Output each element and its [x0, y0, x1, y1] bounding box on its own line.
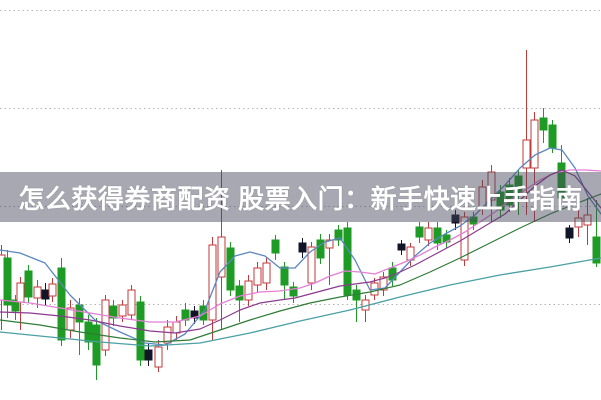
candle-body-dark	[451, 214, 460, 224]
candle-body-down	[109, 305, 118, 319]
candle-body-down	[433, 227, 442, 244]
candle-body-down	[505, 184, 514, 206]
candle-body-down	[57, 267, 66, 341]
candle-body-up	[118, 304, 127, 317]
candle-body-down	[592, 236, 601, 264]
candle-body-up	[16, 282, 25, 303]
candle-body-down	[415, 226, 424, 238]
candle-body-down	[334, 229, 343, 241]
candle-body-up	[154, 346, 163, 368]
candle-body-up	[127, 289, 136, 316]
candle-body-down	[3, 257, 12, 306]
candle-body-down	[548, 124, 557, 149]
candle-body-up	[172, 321, 181, 334]
candle-body-down	[235, 285, 244, 301]
candle-body-down	[289, 286, 298, 297]
candle-body-down	[226, 247, 235, 291]
candle-body-up	[522, 139, 531, 169]
ma-pink	[0, 169, 601, 323]
candle-body-dark	[565, 227, 574, 239]
candle-body-down	[92, 324, 101, 366]
candle-body-up	[424, 227, 433, 241]
ma-teal	[0, 257, 601, 347]
candle-body-dark	[298, 242, 307, 253]
candle-body-down	[84, 321, 93, 343]
candle-body-dark	[144, 349, 153, 361]
candle-body-up	[66, 307, 75, 331]
candle-body-down	[136, 301, 145, 361]
banner-title: 怎么获得券商配资 股票入门：新手快速上手指南	[18, 183, 583, 214]
candle-body-up	[530, 119, 539, 169]
candle-body-down	[557, 162, 566, 199]
candle-body-down	[469, 216, 478, 225]
candle-body-down	[11, 299, 20, 312]
ma-purple	[0, 169, 601, 334]
candle-body-dark	[397, 243, 406, 251]
ma-short-lightblue	[0, 147, 601, 346]
candle-body-dark	[190, 310, 199, 319]
candle-body-up	[217, 236, 226, 278]
candle-body-up	[262, 262, 271, 284]
candle-body-down	[199, 305, 208, 321]
candle-body-down	[343, 227, 352, 296]
candle-body-down	[316, 239, 325, 259]
candle-body-down	[539, 117, 548, 131]
candle-body-up	[574, 217, 583, 228]
candle-body-up	[487, 171, 496, 201]
candle-body-dark	[41, 289, 50, 300]
candle-body-up	[253, 267, 262, 286]
title-banner: 怎么获得券商配资 股票入门：新手快速上手指南	[0, 172, 601, 222]
candle-body-down	[280, 266, 289, 286]
candle-body-down	[24, 270, 33, 298]
candle-body-up	[325, 239, 334, 249]
candle-body-up	[244, 280, 253, 301]
candle-body-up	[48, 283, 57, 297]
ma-darkgreen	[0, 193, 601, 343]
candle-body-up	[583, 214, 592, 226]
candle-body-up	[379, 276, 388, 291]
candle-body-up	[307, 246, 316, 284]
candle-body-down	[496, 191, 505, 211]
candle-body-down	[271, 239, 280, 254]
candle-body-up	[33, 286, 42, 299]
